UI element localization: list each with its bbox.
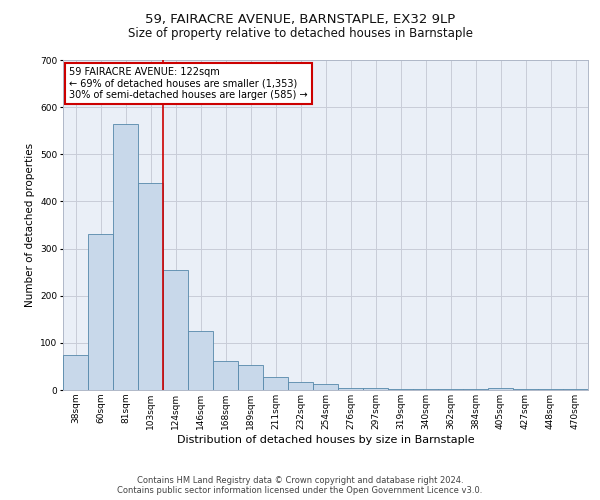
Text: 59 FAIRACRE AVENUE: 122sqm
← 69% of detached houses are smaller (1,353)
30% of s: 59 FAIRACRE AVENUE: 122sqm ← 69% of deta…: [69, 67, 308, 100]
Bar: [438, 389, 463, 390]
Bar: [538, 389, 563, 390]
Bar: [163, 270, 188, 390]
Bar: [388, 388, 413, 390]
Bar: [513, 389, 538, 390]
Bar: [63, 354, 88, 390]
Bar: [313, 384, 338, 390]
Bar: [188, 331, 213, 390]
Bar: [563, 388, 588, 390]
Bar: [213, 361, 238, 390]
X-axis label: Distribution of detached houses by size in Barnstaple: Distribution of detached houses by size …: [176, 434, 475, 444]
Bar: [338, 388, 363, 390]
Bar: [413, 389, 438, 390]
Text: 59, FAIRACRE AVENUE, BARNSTAPLE, EX32 9LP: 59, FAIRACRE AVENUE, BARNSTAPLE, EX32 9L…: [145, 12, 455, 26]
Bar: [238, 366, 263, 390]
Text: Contains HM Land Registry data © Crown copyright and database right 2024.
Contai: Contains HM Land Registry data © Crown c…: [118, 476, 482, 495]
Y-axis label: Number of detached properties: Number of detached properties: [25, 143, 35, 307]
Bar: [463, 389, 488, 390]
Bar: [288, 382, 313, 390]
Bar: [88, 234, 113, 390]
Bar: [488, 388, 513, 390]
Text: Size of property relative to detached houses in Barnstaple: Size of property relative to detached ho…: [128, 28, 473, 40]
Bar: [138, 182, 163, 390]
Bar: [113, 124, 138, 390]
Bar: [363, 388, 388, 390]
Bar: [263, 377, 288, 390]
